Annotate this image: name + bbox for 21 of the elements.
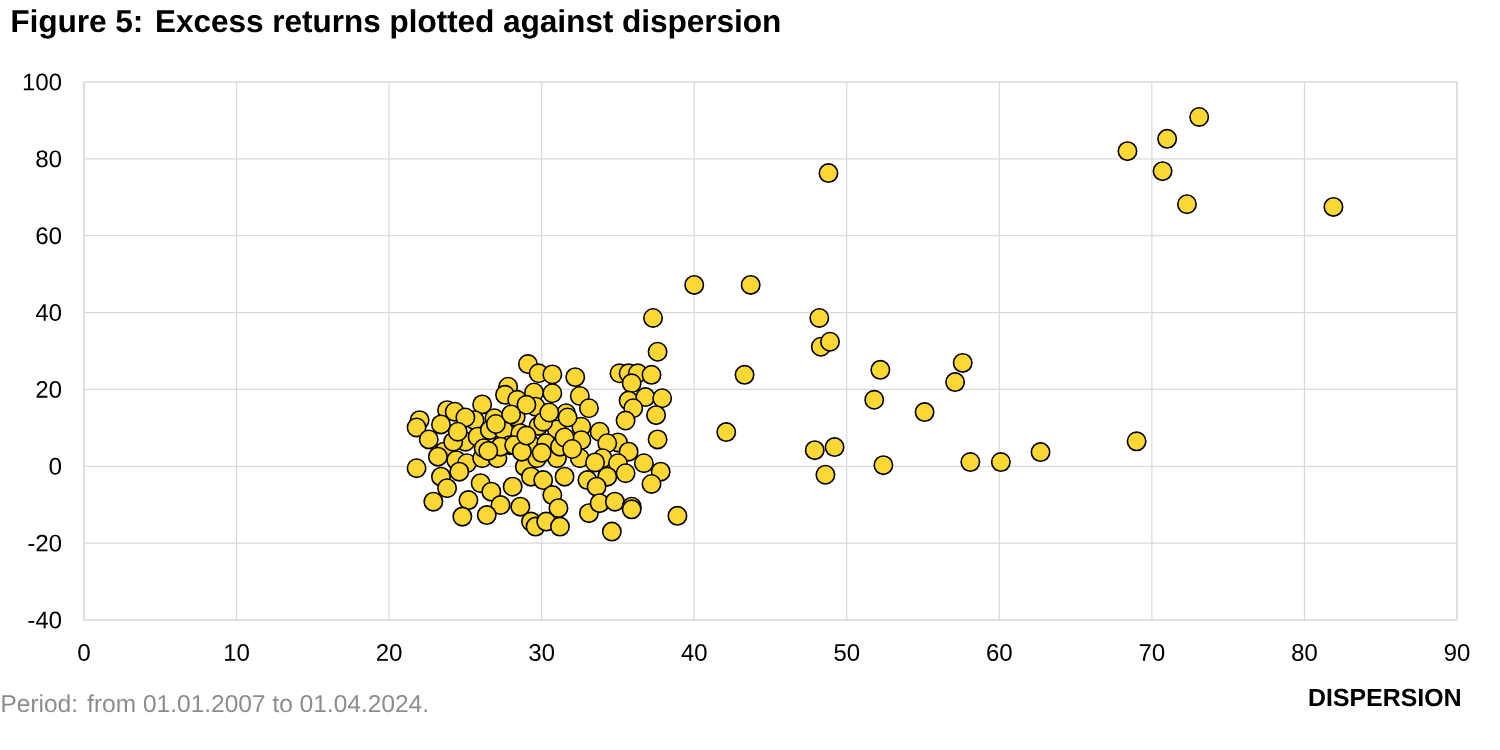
x-tick-label: 0 xyxy=(78,644,90,661)
chart-title: Figure 5: Excess returns plotted against dispersion xyxy=(12,9,780,39)
y-tick-label: -20 xyxy=(28,534,62,552)
y-tick-label: 80 xyxy=(36,150,62,168)
y-tick-label: -40 xyxy=(28,611,62,629)
x-tick-label: 70 xyxy=(1139,644,1165,661)
x-tick-label: 80 xyxy=(1292,644,1317,661)
y-tick-label: 20 xyxy=(36,380,62,398)
y-tick-label: 0 xyxy=(49,457,62,475)
x-tick-label: 20 xyxy=(377,644,402,661)
x-tick-label: 10 xyxy=(225,644,249,661)
y-tick-label: 40 xyxy=(35,304,62,322)
x-tick-label: 30 xyxy=(529,644,555,661)
x-tick-label: 60 xyxy=(987,644,1012,661)
y-tick-label: 60 xyxy=(36,227,62,245)
x-tick-label: 40 xyxy=(681,644,707,661)
x-axis-title: DISPERSION xyxy=(1309,688,1460,707)
x-tick-label: 90 xyxy=(1444,644,1470,661)
x-tick-label: 50 xyxy=(834,644,860,661)
text: Period: from 01.01.2007 to 01.04.2024. xyxy=(2,694,427,713)
y-tick-label: 100 xyxy=(23,73,62,91)
